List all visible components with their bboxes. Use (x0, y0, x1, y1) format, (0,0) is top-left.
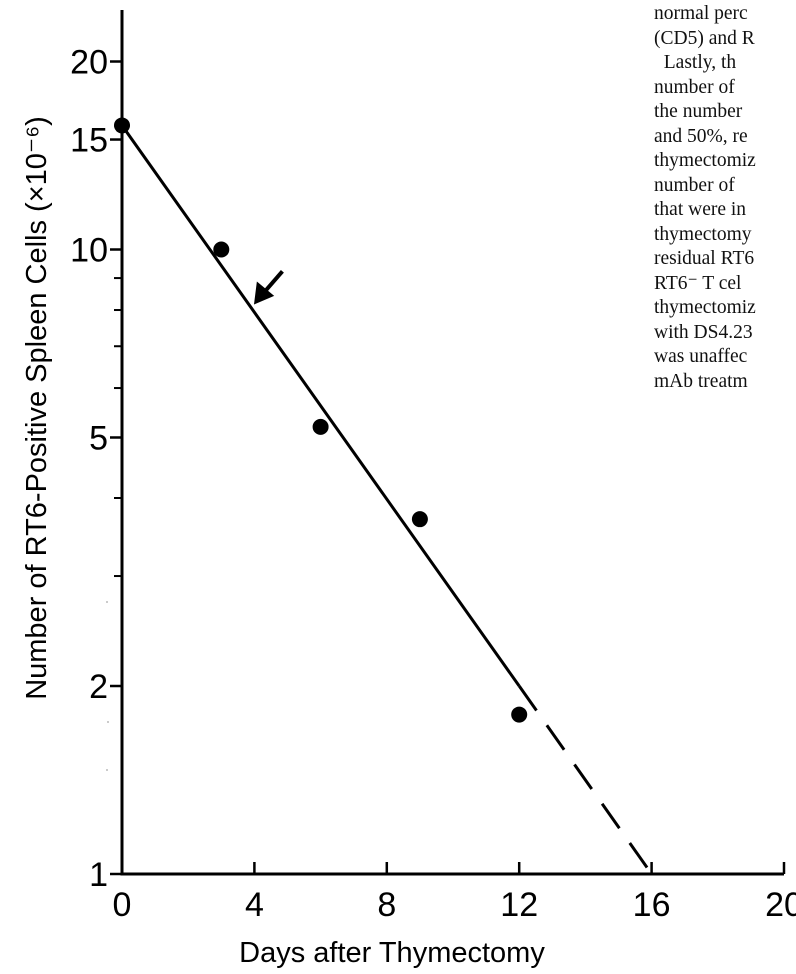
data-point-4 (511, 706, 528, 723)
data-point-0 (114, 117, 130, 134)
y-tick-label-5: 5 (89, 419, 108, 457)
y-tick-label-1: 1 (89, 856, 108, 894)
y-tick-label-10: 10 (70, 232, 108, 270)
y-axis-label: Number of RT6-Positive Spleen Cells (×10… (21, 116, 53, 700)
x-tick-label-16: 16 (633, 886, 671, 924)
x-tick-label-4: 4 (245, 886, 264, 924)
data-point-1 (213, 241, 230, 258)
x-tick-label-20: 20 (765, 886, 796, 924)
y-tick-label-15: 15 (70, 122, 108, 160)
body-text-line: thymectomiz (654, 297, 756, 318)
x-axis-label: Days after Thymectomy (239, 937, 545, 969)
data-points (114, 117, 528, 723)
regression-extrapolation-dashed (517, 685, 653, 875)
annotations (253, 270, 284, 305)
x-tick-label-0: 0 (113, 886, 132, 924)
body-text-line: the number (654, 101, 743, 122)
body-text-line: thymectomiz (654, 150, 756, 171)
body-text-line: that were in (654, 199, 747, 220)
arrow-head (253, 281, 275, 305)
body-text-line: was unaffec (654, 346, 748, 367)
body-text-line: number of (654, 76, 740, 98)
data-point-3 (411, 511, 428, 528)
fit-lines (120, 124, 653, 875)
x-tick-label-8: 8 (377, 886, 396, 924)
axes (120, 10, 784, 876)
y-tick-label-20: 20 (70, 44, 108, 82)
annotation-arrow-0 (253, 270, 284, 305)
body-text-line: with DS4.23 (654, 321, 753, 343)
body-text-line: mAb treatm (654, 370, 748, 392)
data-point-2 (312, 418, 329, 435)
body-text-line: and 50%, re (654, 125, 748, 147)
scan-specks (106, 601, 109, 771)
x-tick-label-12: 12 (500, 886, 538, 924)
body-text-line: residual RT6 (654, 248, 755, 269)
y-tick-label-2: 2 (89, 668, 108, 706)
body-text-column: normal perc (CD5) and R Lastly, th number … (654, 2, 796, 394)
body-text-line: Lastly, th (654, 52, 737, 73)
body-text-line: normal perc (654, 3, 748, 24)
body-text-line: number of (654, 174, 740, 196)
regression-line (120, 124, 521, 687)
body-text-line: (CD5) and R (654, 27, 755, 49)
body-text-line: thymectomy (654, 223, 752, 245)
body-text-line: RT6⁻ T cel (654, 272, 742, 294)
